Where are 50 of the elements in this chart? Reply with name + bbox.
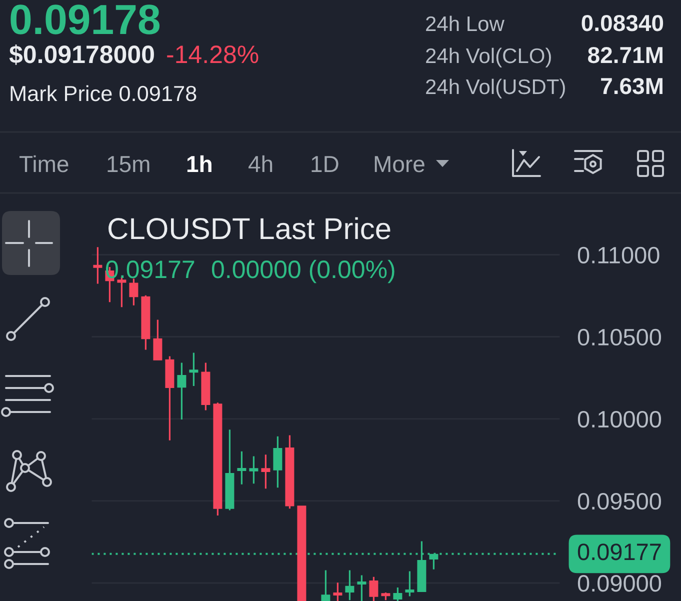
y-tick-label: 0.10500 bbox=[578, 328, 662, 346]
text: Mark Price 0.09178 bbox=[10, 85, 196, 102]
candlestick bbox=[117, 277, 126, 308]
annotation: 0.00000 (0.00%) bbox=[212, 260, 394, 284]
candlestick bbox=[93, 247, 102, 284]
candlestick bbox=[141, 295, 150, 350]
candlestick bbox=[333, 582, 342, 601]
text: 24h Low bbox=[426, 16, 504, 32]
candlestick bbox=[405, 571, 414, 596]
annotation: 0.09177 bbox=[106, 260, 194, 278]
candlestick bbox=[321, 570, 330, 601]
candlestick bbox=[273, 436, 282, 488]
y-tick-label: 0.10000 bbox=[578, 410, 662, 428]
y-tick-label: 0.09500 bbox=[578, 492, 662, 510]
candlestick bbox=[237, 451, 246, 484]
text: 82.71M bbox=[588, 46, 662, 64]
text: 0.08340 bbox=[582, 14, 664, 32]
text: 7.63M bbox=[601, 78, 662, 94]
candlestick bbox=[129, 278, 138, 306]
text: 0.09178 bbox=[10, 4, 160, 34]
text: Time bbox=[20, 155, 68, 172]
candlestick bbox=[177, 362, 186, 420]
text: -14.28% bbox=[167, 46, 258, 64]
candlestick bbox=[261, 454, 270, 489]
ref-line-label: 0.09177 bbox=[578, 544, 661, 560]
text: 15m bbox=[108, 156, 150, 172]
text: CLOUSDT Last Price bbox=[108, 217, 390, 240]
candlestick bbox=[369, 576, 378, 601]
text: $0.09178000 bbox=[9, 44, 154, 65]
text: 1D bbox=[312, 156, 338, 172]
text: More bbox=[374, 156, 424, 172]
candlestick bbox=[153, 320, 162, 360]
candlestick bbox=[381, 592, 390, 600]
candlestick bbox=[297, 506, 306, 601]
candlestick bbox=[249, 456, 258, 484]
candlestick bbox=[165, 356, 174, 440]
candlestick bbox=[285, 435, 294, 509]
text: 24h Vol(USDT) bbox=[426, 78, 565, 98]
text: 4h bbox=[248, 155, 272, 172]
candlestick bbox=[393, 588, 402, 601]
text: 24h Vol(CLO) bbox=[426, 48, 551, 68]
candlestick bbox=[201, 362, 210, 410]
candlestick bbox=[213, 402, 222, 516]
candlestick bbox=[189, 352, 198, 386]
y-tick-label: 0.09000 bbox=[578, 575, 662, 592]
candlestick bbox=[357, 575, 366, 601]
y-tick-label: 0.11000 bbox=[578, 246, 660, 264]
candlestick bbox=[225, 430, 234, 510]
candlestick bbox=[345, 570, 354, 600]
text: 1h bbox=[187, 155, 212, 172]
